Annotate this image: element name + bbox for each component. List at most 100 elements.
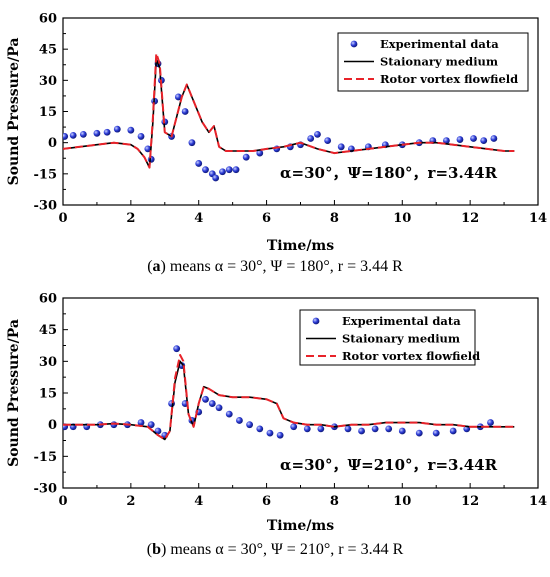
experimental-point [449,427,457,435]
experimental-point [246,421,254,429]
x-tick-label: 10 [393,211,411,226]
caption-a: (a) means α = 30°, Ψ = 180°, r = 3.44 R [0,258,550,276]
experimental-point [195,160,203,167]
experimental-point [303,425,311,433]
experimental-point [225,410,233,418]
experimental-point [202,166,209,174]
experimental-point [490,135,498,142]
x-tick-label: 2 [126,494,135,509]
x-tick-label: 0 [58,494,67,509]
experimental-point [314,130,321,138]
experimental-point [385,425,393,433]
x-tick-label: 0 [58,211,67,226]
y-tick-label: 45 [39,323,57,338]
experimental-point [371,425,379,433]
experimental-point [276,431,284,439]
experimental-point [480,137,488,144]
experimental-point [317,425,325,433]
y-tick-label: 60 [39,292,57,307]
experimental-point [173,345,181,353]
y-tick-label: -15 [34,450,58,465]
y-tick-label: -15 [34,167,58,182]
experimental-point [415,429,423,437]
experimental-point [344,425,352,433]
experimental-point [456,136,464,143]
x-tick-label: 12 [461,494,479,509]
y-tick-label: 0 [48,136,57,151]
x-axis-title: Time/ms [267,238,334,254]
x-tick-label: 10 [393,494,411,509]
legend-label: Experimental data [342,314,461,328]
x-axis-title: Time/ms [267,518,334,534]
experimental-point [266,429,274,437]
experimental-point [147,421,155,429]
caption-b-open: ( [146,541,153,558]
plot-area [63,345,515,441]
chart-a: 0 2 4 6 8 10 12 14 -30 -15 0 15 30 45 60 Time/ms Sound P… [6,12,547,255]
caption-a-tag: a [152,258,161,275]
plot-area [63,52,515,182]
y-tick-label: 30 [39,355,57,370]
experimental-point [79,130,87,138]
experimental-point [307,135,315,142]
y-tick-label: 0 [48,418,57,433]
x-tick-label: 4 [194,211,203,226]
x-tick-label: 12 [461,211,479,226]
experimental-point [137,419,145,426]
experimental-point [144,145,152,153]
legend-label: Rotor vortex flowfield [342,349,480,363]
legend-label: Rotor vortex flowfield [380,72,518,86]
x-tick-label: 6 [262,211,271,226]
experimental-point [174,93,182,101]
experimental-point [256,425,264,433]
caption-a-open: ( [147,258,153,275]
experimental-point [232,166,240,174]
legend-marker-experimental [312,317,320,325]
experimental-point [256,149,264,157]
experimental-point [242,153,250,161]
experimental-point [215,404,223,412]
experimental-point [442,137,450,144]
experimental-point [212,174,220,182]
experimental-point [432,429,440,437]
chart-b: 0 2 4 6 8 10 12 14 -30 -15 0 15 30 45 60 Time/ms Sound P… [6,292,547,535]
experimental-point [93,129,101,137]
condition-annotation: α=30°，Ψ=210°，r=3.44R [280,456,498,474]
caption-b-text: ) means α = 30°, Ψ = 210°, r = 3.44 R [160,541,404,558]
experimental-point [69,131,77,139]
experimental-point [236,417,243,424]
x-tick-label: 14 [529,211,547,226]
y-tick-label: 15 [39,387,57,402]
y-tick-label: 15 [39,105,57,120]
legend: Experimental data Staionary medium Rotor v… [299,309,480,366]
caption-b-tag: b [152,541,161,558]
y-tick-label: 45 [39,43,57,58]
y-axis-title: Sound Pressure/Pa [6,319,22,467]
experimental-point [358,427,365,435]
y-axis-title: Sound Pressure/Pa [6,38,22,186]
rotor-vortex-line [63,354,515,441]
experimental-point [337,143,345,151]
experimental-point [103,128,111,136]
legend-box [299,309,476,366]
experimental-point [188,139,196,147]
y-tick-label: 60 [39,12,57,27]
legend-marker-experimental [350,40,358,48]
caption-a-text: ) means α = 30°, Ψ = 180°, r = 3.44 R [160,258,403,275]
experimental-point [225,166,233,174]
x-tick-label: 14 [529,494,547,509]
y-tick-label: 30 [39,74,57,89]
experimental-point [113,125,121,133]
experimental-point [470,135,477,142]
x-tick-label: 2 [126,211,135,226]
experimental-point [154,427,162,435]
x-tick-label: 6 [262,494,271,509]
rotor-vortex-line [63,52,515,169]
x-tick-label: 4 [194,494,203,509]
legend-label: Staionary medium [342,332,460,346]
experimental-point [487,419,494,426]
caption-b: (b) means α = 30°, Ψ = 210°, r = 3.44 R [0,541,550,559]
experimental-point [202,395,209,403]
experimental-point [398,427,406,435]
